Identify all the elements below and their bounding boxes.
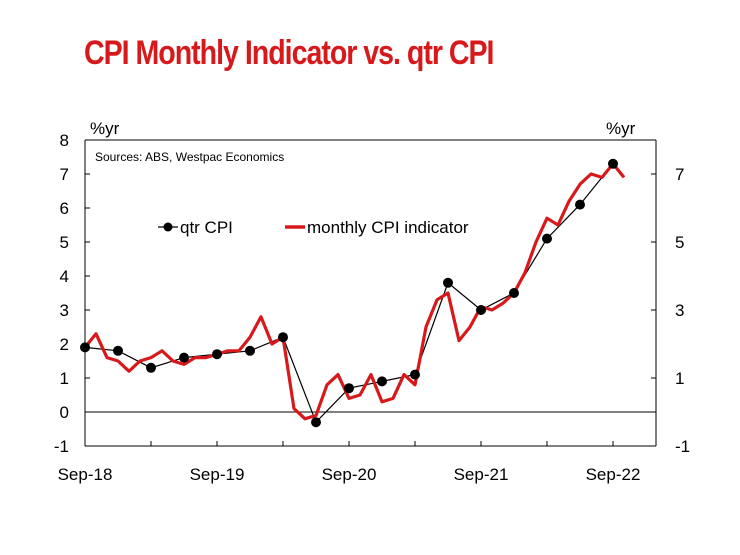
qtr-cpi-point: [377, 376, 387, 387]
legend-qtr-swatch-marker: [163, 222, 173, 232]
right-axis-unit: %yr: [606, 119, 636, 138]
x-tick-label: Sep-19: [190, 465, 245, 484]
left-tick-label: 4: [60, 267, 69, 286]
x-tick-label: Sep-18: [58, 465, 113, 484]
qtr-cpi-point: [443, 277, 453, 288]
left-tick-label: 5: [60, 233, 69, 252]
qtr-cpi-point: [311, 417, 321, 428]
left-tick-label: 0: [60, 403, 69, 422]
right-tick-label: 5: [675, 233, 684, 252]
left-axis-unit: %yr: [90, 119, 120, 138]
qtr-cpi-point: [146, 362, 156, 373]
source-note: Sources: ABS, Westpac Economics: [95, 150, 284, 164]
legend: qtr CPI monthly CPI indicator: [158, 218, 469, 237]
qtr-cpi-point: [509, 288, 519, 298]
legend-monthly-label: monthly CPI indicator: [307, 218, 469, 237]
left-tick-label: 7: [60, 165, 69, 184]
right-tick-label: 1: [675, 369, 684, 388]
qtr-cpi-point: [410, 369, 420, 380]
left-tick-label: -1: [54, 437, 69, 456]
left-tick-label: 1: [60, 369, 69, 388]
x-tick-label: Sep-21: [454, 465, 509, 484]
left-tick-label: 8: [60, 131, 69, 150]
qtr-cpi-point: [542, 233, 552, 244]
qtr-cpi-point: [575, 199, 585, 210]
qtr-cpi-point: [245, 345, 255, 356]
monthly-cpi-line: [83, 162, 626, 421]
qtr-cpi-point: [179, 352, 189, 363]
right-tick-label: -1: [675, 437, 690, 456]
left-tick-label: 2: [60, 335, 69, 354]
qtr-cpi-point: [344, 383, 354, 394]
qtr-cpi-point: [80, 342, 90, 353]
axes: 8 7 6 5 4 3 2 1 0 -1 7 5 3 1 -1 Sep-18 Sep-19 Sep-20 Sep-2…: [54, 131, 690, 484]
legend-qtr-label: qtr CPI: [180, 218, 233, 237]
left-tick-label: 6: [60, 199, 69, 218]
qtr-cpi-point: [608, 158, 618, 169]
series-layer: [80, 158, 626, 428]
x-tick-label: Sep-22: [586, 465, 641, 484]
qtr-cpi-point: [476, 305, 486, 315]
qtr-cpi-point: [113, 345, 123, 356]
qtr-cpi-point: [278, 332, 288, 343]
x-tick-label: Sep-20: [322, 465, 377, 484]
right-tick-label: 7: [675, 165, 684, 184]
qtr-cpi-point: [212, 349, 222, 360]
right-tick-label: 3: [675, 301, 684, 320]
chart-title: CPI Monthly Indicator vs. qtr CPI: [84, 34, 494, 72]
left-tick-label: 3: [60, 301, 69, 320]
